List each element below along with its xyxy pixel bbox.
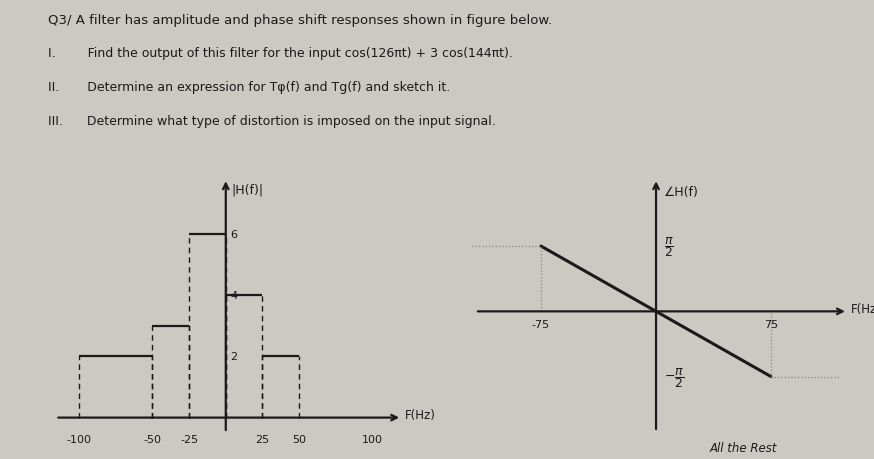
Text: 50: 50 <box>292 435 306 444</box>
Text: $\dfrac{\pi}{2}$: $\dfrac{\pi}{2}$ <box>663 235 674 258</box>
Text: -50: -50 <box>143 435 162 444</box>
Text: II.       Determine an expression for Tφ(f) and Tg(f) and sketch it.: II. Determine an expression for Tφ(f) an… <box>48 81 450 94</box>
Text: $-\dfrac{\pi}{2}$: $-\dfrac{\pi}{2}$ <box>663 365 684 389</box>
Text: |H(f)|: |H(f)| <box>232 184 264 196</box>
Text: 4: 4 <box>230 290 238 300</box>
Text: -75: -75 <box>532 319 550 329</box>
Text: F(Hz): F(Hz) <box>851 302 874 316</box>
Text: 100: 100 <box>362 435 383 444</box>
Text: Q3/ A filter has amplitude and phase shift responses shown in figure below.: Q3/ A filter has amplitude and phase shi… <box>48 14 552 27</box>
Text: 2: 2 <box>230 352 238 362</box>
Text: F(Hz): F(Hz) <box>405 408 436 421</box>
Text: 75: 75 <box>764 319 778 329</box>
Text: All the Rest: All the Rest <box>709 442 777 454</box>
Text: -25: -25 <box>180 435 198 444</box>
Text: III.      Determine what type of distortion is imposed on the input signal.: III. Determine what type of distortion i… <box>48 114 496 127</box>
Text: 6: 6 <box>230 229 237 239</box>
Text: -100: -100 <box>66 435 92 444</box>
Text: ∠H(f): ∠H(f) <box>663 185 698 198</box>
Text: I.        Find the output of this filter for the input cos(126πt) + 3 cos(144πt): I. Find the output of this filter for th… <box>48 47 513 60</box>
Text: 25: 25 <box>255 435 269 444</box>
